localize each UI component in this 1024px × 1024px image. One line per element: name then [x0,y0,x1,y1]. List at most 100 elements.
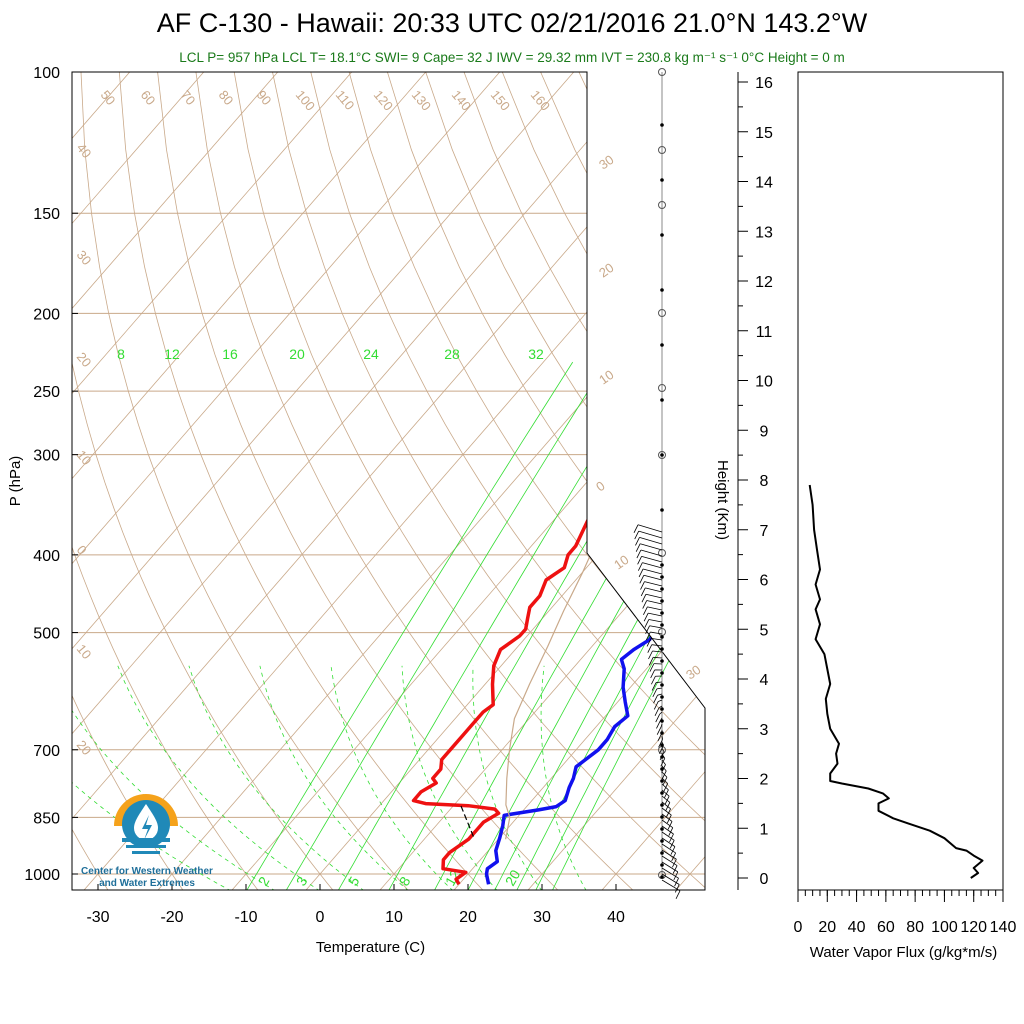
wind-barb-feather [649,663,655,672]
barb-dot [660,839,664,843]
barb-dot [660,683,664,687]
wind-barbs [633,68,681,899]
wind-barb [650,637,663,641]
height-axis-label: Height (Km) [714,460,731,540]
x-tick-label: 30 [533,909,551,926]
adiabat-label: 30 [596,152,616,173]
flux-x-tick-label: 120 [960,919,987,936]
wind-barb [661,807,672,816]
wind-barb [660,723,663,727]
wind-barb [658,705,663,709]
calm-circle [658,549,666,557]
wind-barb-feather [648,650,653,660]
dry-adiabat-line [72,72,259,890]
y-tick-label: 250 [33,384,60,401]
isotherm-label: 40 [74,140,95,161]
wind-barb [661,837,676,847]
wind-barb-feather [659,751,665,761]
wind-barb-feather [674,878,679,887]
dry-adiabat-line [195,72,635,890]
moist-adiabat-line [72,665,232,890]
mixing-ratio-label: 5 [345,874,363,889]
wind-barb-feather [647,644,653,653]
wind-barb [661,765,667,772]
chart-title: AF C-130 - Hawaii: 20:33 UTC 02/21/2016 … [156,8,868,38]
wind-barb-feather [669,840,675,849]
dry-adiabat-line [157,72,559,890]
barb-dot [660,803,664,807]
wind-barb [640,549,663,557]
wind-barb [637,524,663,533]
isotherm-label: 100 [293,87,318,113]
wind-barb-feather [644,619,650,628]
dry-adiabat-line [693,72,705,890]
moist-adiabat-line [188,665,365,890]
wind-barb [643,574,663,581]
isotherm-line [72,72,649,890]
isotherm-label: 20 [74,737,95,758]
wind-barb-feather [656,720,661,729]
x-tick-label: -10 [234,909,257,926]
mixing-ratio-label: 3 [293,874,311,889]
x-tick-label: 10 [385,909,403,926]
isotherm-label: 30 [74,247,95,268]
mixing-ratio-label: 8 [396,874,414,889]
moist-adiabat-line [330,665,454,890]
barb-dot [660,575,664,579]
calm-circle [658,201,666,209]
y-tick-label: 700 [33,743,60,760]
wind-barb [648,612,663,617]
barb-dot [660,563,664,567]
wind-barb-feather [651,682,657,691]
isotherm-line [452,72,705,890]
isotherm-label: 150 [488,87,513,113]
wind-barb [638,530,663,539]
barb-dot [660,623,664,627]
wind-barb-feather [642,600,648,609]
adiabat-label: 0 [593,478,608,494]
y-tick-label: 500 [33,626,60,643]
wind-barb [656,681,663,683]
cw3e-logo [114,794,178,854]
wind-barb-feather [639,575,645,584]
skewt-axes: -30 -20 -10 0 10 20 30 401001502002503004005007… [7,65,625,956]
isotherm-line [72,72,353,890]
wind-barb [648,619,663,623]
wind-barb [661,735,664,740]
lcl-marker [460,805,475,839]
isotherm-line [72,72,501,890]
isotherm-line [600,72,705,890]
wind-barb-feather [641,594,647,603]
wind-barb [661,879,681,892]
mixing-ratio-line [467,361,705,890]
y-tick-label: 300 [33,448,60,465]
wind-barb [661,759,666,765]
isotherm-label: 70 [178,87,199,108]
wind-barb [649,625,663,629]
barb-dot [660,695,664,699]
logo-bolt-icon [142,815,152,840]
flux-x-axis-label: Water Vapor Flux (g/kg*m/s) [810,944,998,961]
height-tick-label: 6 [760,573,769,590]
wind-barb [651,644,663,647]
calm-circle [658,309,666,317]
height-tick-label: 13 [755,224,773,241]
wind-barb [661,789,670,797]
height-tick-label: 12 [755,274,773,291]
wind-barb [652,650,663,653]
wind-barb [650,631,663,635]
wind-barb [642,568,663,575]
height-tick-label: 16 [755,75,773,92]
wind-barb-feather [645,631,651,641]
barb-dot [660,863,664,867]
isotherm-label: 130 [409,87,434,113]
logo-line-1: Center for Western Weather [81,866,213,877]
barb-dot [660,707,664,711]
mixing-ratio-line [516,361,705,890]
wind-barb [661,825,674,835]
wind-barb-feather [645,625,650,634]
barb-dot [660,791,664,795]
wind-barb-feather [671,852,677,862]
mixing-ratio-line [246,361,574,890]
isotherm-line [72,72,279,890]
